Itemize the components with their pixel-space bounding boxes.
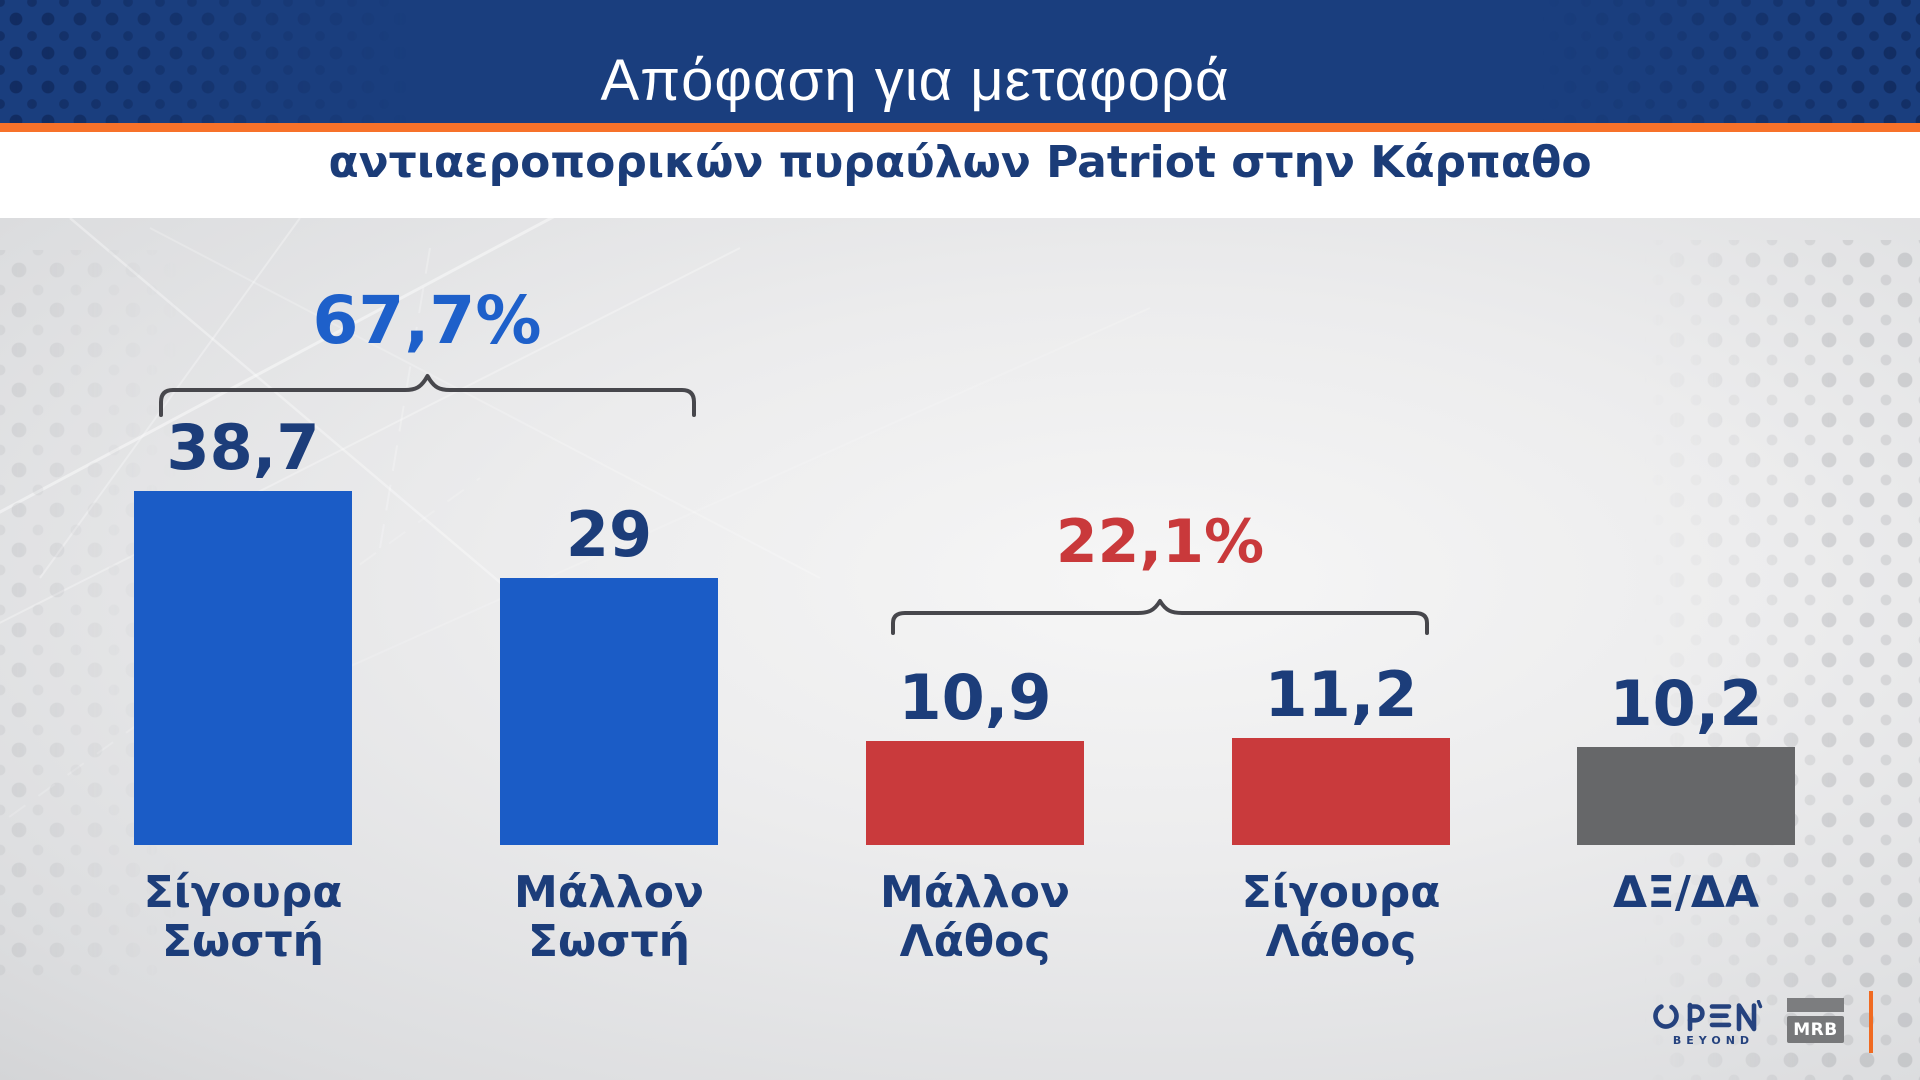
bar bbox=[1577, 747, 1795, 845]
header-dots-left-decoration bbox=[0, 0, 470, 123]
category-label: Σίγουρα Λάθος bbox=[1241, 867, 1441, 968]
bar bbox=[134, 491, 352, 845]
page-subtitle: αντιαεροπορικών πυραύλων Patriot στην Κά… bbox=[328, 137, 1592, 188]
bar bbox=[500, 578, 718, 845]
brace-correct-group bbox=[159, 374, 696, 417]
open-tv-logo bbox=[1653, 1000, 1763, 1032]
header-band bbox=[0, 0, 1920, 123]
orange-divider bbox=[0, 123, 1920, 132]
subtitle-band bbox=[0, 132, 1920, 218]
group-total-correct: 67,7% bbox=[312, 282, 542, 359]
bar-value: 29 bbox=[565, 498, 653, 571]
bar-value: 10,9 bbox=[898, 661, 1052, 734]
bar-value: 10,2 bbox=[1609, 667, 1763, 740]
open-beyond-label: BEYOND bbox=[1672, 1034, 1755, 1047]
brace-wrong-group bbox=[891, 599, 1429, 635]
category-label: Μάλλον Σωστή bbox=[514, 867, 704, 968]
mrb-logo-topbar bbox=[1787, 998, 1844, 1012]
orange-tick-decoration bbox=[1869, 991, 1873, 1053]
group-total-wrong: 22,1% bbox=[1055, 507, 1265, 577]
bar-value: 38,7 bbox=[166, 411, 320, 484]
page-title: Απόφαση για μεταφορά bbox=[600, 48, 1230, 113]
category-label: Μάλλον Λάθος bbox=[880, 867, 1070, 968]
mrb-logo: MRB bbox=[1787, 998, 1844, 1043]
bar bbox=[866, 741, 1084, 845]
category-label: Σίγουρα Σωστή bbox=[143, 867, 343, 968]
mrb-logo-text: MRB bbox=[1793, 1019, 1838, 1040]
bar bbox=[1232, 738, 1450, 845]
header-dots-right-decoration bbox=[1490, 0, 1920, 123]
bar-value: 11,2 bbox=[1264, 658, 1418, 731]
mrb-logo-box: MRB bbox=[1787, 1016, 1844, 1043]
category-label: ΔΞ/ΔΑ bbox=[1612, 867, 1760, 918]
